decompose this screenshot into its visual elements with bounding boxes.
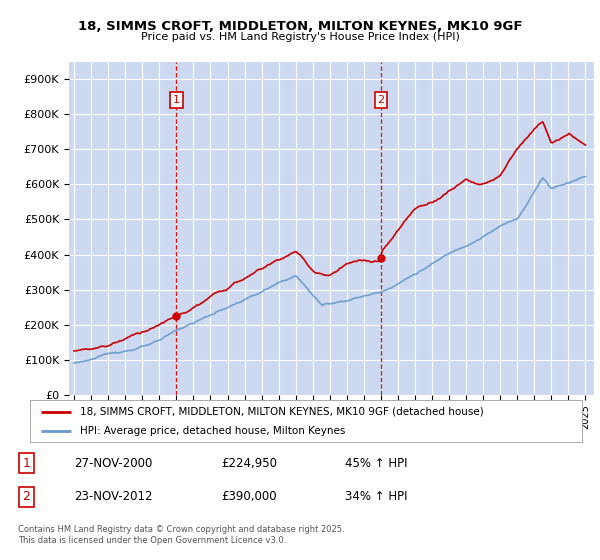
Text: £390,000: £390,000 [221,491,277,503]
Text: 2: 2 [377,95,385,105]
Text: 23-NOV-2012: 23-NOV-2012 [74,491,153,503]
Text: 2: 2 [23,491,31,503]
Text: Price paid vs. HM Land Registry's House Price Index (HPI): Price paid vs. HM Land Registry's House … [140,32,460,42]
Text: 34% ↑ HPI: 34% ↑ HPI [345,491,407,503]
Text: Contains HM Land Registry data © Crown copyright and database right 2025.
This d: Contains HM Land Registry data © Crown c… [18,525,344,545]
Text: £224,950: £224,950 [221,457,277,470]
Text: 1: 1 [173,95,180,105]
Text: 45% ↑ HPI: 45% ↑ HPI [345,457,407,470]
Text: 18, SIMMS CROFT, MIDDLETON, MILTON KEYNES, MK10 9GF: 18, SIMMS CROFT, MIDDLETON, MILTON KEYNE… [78,20,522,32]
Text: 1: 1 [23,457,31,470]
Text: HPI: Average price, detached house, Milton Keynes: HPI: Average price, detached house, Milt… [80,426,345,436]
Text: 18, SIMMS CROFT, MIDDLETON, MILTON KEYNES, MK10 9GF (detached house): 18, SIMMS CROFT, MIDDLETON, MILTON KEYNE… [80,407,484,417]
Text: 27-NOV-2000: 27-NOV-2000 [74,457,153,470]
